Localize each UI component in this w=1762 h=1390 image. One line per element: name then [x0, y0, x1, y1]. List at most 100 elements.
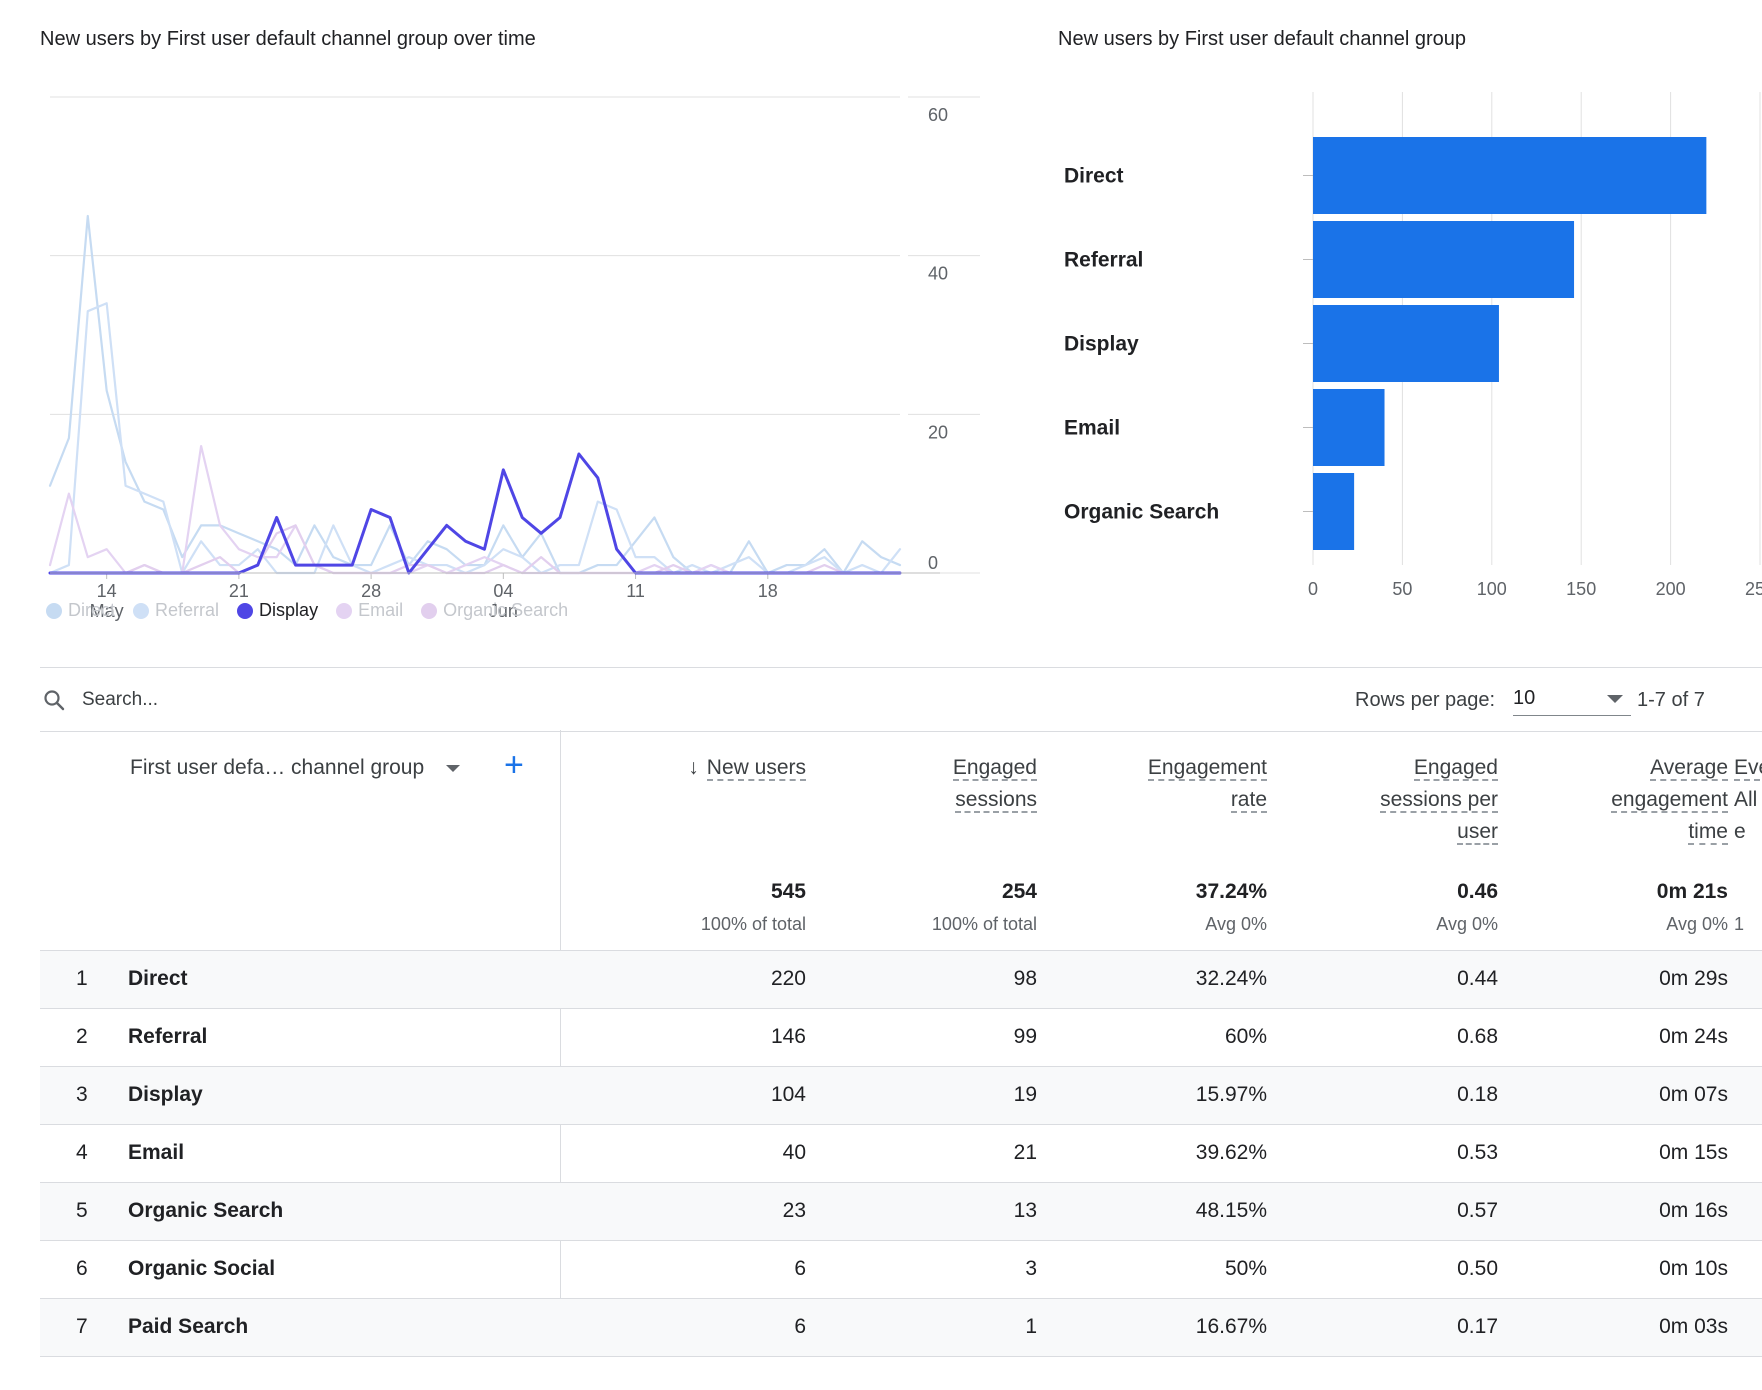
- column-header-avg-engagement-time[interactable]: Average engagement time: [1611, 752, 1728, 848]
- cell-avg-engagement-time: 0m 03s: [1659, 1315, 1728, 1338]
- table-row[interactable]: 3 Display 104 19 15.97% 0.18 0m 07s: [40, 1066, 1762, 1124]
- cell-engaged-sessions-per-user: 0.18: [1457, 1083, 1498, 1106]
- pagination-text: 1-7 of 7: [1637, 688, 1705, 711]
- cell-engagement-rate: 15.97%: [1195, 1083, 1267, 1106]
- cell-new-users: 220: [770, 967, 806, 990]
- cell-avg-engagement-time: 0m 07s: [1659, 1083, 1728, 1106]
- table-row[interactable]: 1 Direct 220 98 32.24% 0.44 0m 29s: [40, 950, 1762, 1008]
- rows-per-page-value: 10: [1513, 687, 1536, 709]
- legend-dot-icon: [133, 602, 150, 619]
- x-tick-month-label: Jun: [489, 601, 518, 621]
- section-divider: [40, 667, 1762, 668]
- legend-item-email[interactable]: Email: [336, 600, 403, 621]
- cell-engaged-sessions: 13: [1013, 1199, 1037, 1222]
- column-total: 37.24%: [1195, 880, 1267, 903]
- bar-organic-search: [1313, 473, 1355, 550]
- x-tick-label: 04: [493, 581, 513, 601]
- row-index: 4: [76, 1141, 88, 1164]
- chevron-down-icon[interactable]: [446, 764, 461, 772]
- category-label: Direct: [1064, 165, 1124, 188]
- cell-engaged-sessions-per-user: 0.68: [1457, 1025, 1498, 1048]
- row-channel-name: Organic Search: [128, 1199, 284, 1222]
- column-header-label: user: [1457, 820, 1498, 845]
- add-dimension-icon[interactable]: +: [504, 746, 524, 784]
- cell-avg-engagement-time: 0m 10s: [1659, 1257, 1728, 1280]
- column-header-label: engagement: [1611, 788, 1728, 813]
- column-header-event-count[interactable]: Eve All e: [1734, 752, 1762, 848]
- cell-new-users: 146: [770, 1025, 806, 1048]
- cell-engaged-sessions: 99: [1013, 1025, 1037, 1048]
- cell-engaged-sessions-per-user: 0.57: [1457, 1199, 1498, 1222]
- search-icon[interactable]: [42, 688, 66, 712]
- cell-engagement-rate: 32.24%: [1195, 967, 1267, 990]
- cell-engaged-sessions: 98: [1013, 967, 1037, 990]
- row-index: 5: [76, 1199, 88, 1222]
- table-top-divider: [40, 731, 1762, 732]
- cell-engagement-rate: 50%: [1224, 1257, 1267, 1280]
- x-tick-label: 14: [97, 581, 117, 601]
- row-index: 6: [76, 1257, 88, 1280]
- cell-new-users: 6: [794, 1315, 806, 1338]
- cell-engagement-rate: 48.15%: [1195, 1199, 1267, 1222]
- x-tick-label: 200: [1656, 579, 1686, 599]
- row-channel-name: Referral: [128, 1025, 208, 1048]
- x-tick-label: 11: [626, 581, 645, 601]
- row-channel-name: Email: [128, 1141, 185, 1164]
- table-row[interactable]: 4 Email 40 21 39.62% 0.53 0m 15s: [40, 1124, 1762, 1182]
- column-header-label: rate: [1230, 788, 1267, 813]
- x-tick-label: 18: [758, 581, 778, 601]
- legend-label: Email: [358, 600, 404, 620]
- column-total-subtext: Avg 0%: [1666, 914, 1728, 934]
- column-total-subtext: Avg 0%: [1205, 914, 1267, 934]
- row-channel-name: Direct: [128, 967, 188, 990]
- x-tick-label: 150: [1566, 579, 1596, 599]
- x-tick-label: 28: [361, 581, 381, 601]
- column-total: 545: [770, 880, 806, 903]
- line-chart-title: New users by First user default channel …: [40, 28, 536, 50]
- column-total-subtext: Avg 0%: [1436, 914, 1498, 934]
- legend-item-referral[interactable]: Referral: [133, 600, 219, 621]
- legend-dot-icon: [421, 602, 438, 619]
- y-tick-label: 20: [928, 422, 948, 442]
- legend-item-display[interactable]: Display: [237, 600, 318, 621]
- column-separator: [560, 730, 561, 1356]
- table-row[interactable]: 5 Organic Search 23 13 48.15% 0.57 0m 16s: [40, 1182, 1762, 1240]
- cell-engagement-rate: 39.62%: [1195, 1141, 1267, 1164]
- legend-dot-icon: [336, 602, 353, 619]
- column-total-subtext: 100% of total: [931, 914, 1037, 934]
- legend-label: Direct: [68, 600, 116, 620]
- rows-per-page-select[interactable]: 10: [1513, 682, 1631, 716]
- column-header-label: New users: [706, 756, 806, 781]
- row-index: 1: [76, 967, 88, 990]
- table-row[interactable]: 6 Organic Social 6 3 50% 0.50 0m 10s: [40, 1240, 1762, 1298]
- dimension-header[interactable]: First user defa… channel group: [130, 756, 461, 780]
- legend-item-direct[interactable]: Direct: [46, 600, 115, 621]
- cell-avg-engagement-time: 0m 15s: [1659, 1141, 1728, 1164]
- column-header-engaged-sessions-per-user[interactable]: Engaged sessions per user: [1380, 752, 1498, 848]
- cell-new-users: 104: [770, 1083, 806, 1106]
- search-input[interactable]: [80, 688, 580, 712]
- cell-engaged-sessions-per-user: 0.50: [1457, 1257, 1498, 1280]
- legend-label: Display: [259, 600, 319, 620]
- x-tick-label: 21: [229, 581, 249, 601]
- row-index: 7: [76, 1315, 88, 1338]
- legend-item-organic-search[interactable]: Organic Search: [421, 600, 568, 621]
- column-header-new-users[interactable]: ↓ New users: [688, 752, 806, 784]
- cell-engaged-sessions-per-user: 0.53: [1457, 1141, 1498, 1164]
- table-row[interactable]: 7 Paid Search 6 1 16.67% 0.17 0m 03s: [40, 1298, 1762, 1356]
- column-header-engaged-sessions[interactable]: Engaged sessions: [952, 752, 1037, 816]
- table-row[interactable]: 2 Referral 146 99 60% 0.68 0m 24s: [40, 1008, 1762, 1066]
- cell-engaged-sessions-per-user: 0.17: [1457, 1315, 1498, 1338]
- row-channel-name: Display: [128, 1083, 203, 1106]
- sort-descending-icon[interactable]: ↓: [688, 756, 699, 779]
- series-line-referral: [48, 302, 902, 575]
- rows-per-page-label: Rows per page:: [1355, 688, 1496, 711]
- column-header-engagement-rate[interactable]: Engagement rate: [1147, 752, 1267, 816]
- dimension-header-label: First user defa… channel group: [130, 756, 425, 779]
- x-tick-label: 0: [1308, 579, 1318, 599]
- column-total-subtext: 1: [1734, 914, 1745, 934]
- cell-new-users: 40: [782, 1141, 806, 1164]
- column-header-label: time: [1688, 820, 1728, 845]
- y-tick-label: 40: [928, 264, 948, 284]
